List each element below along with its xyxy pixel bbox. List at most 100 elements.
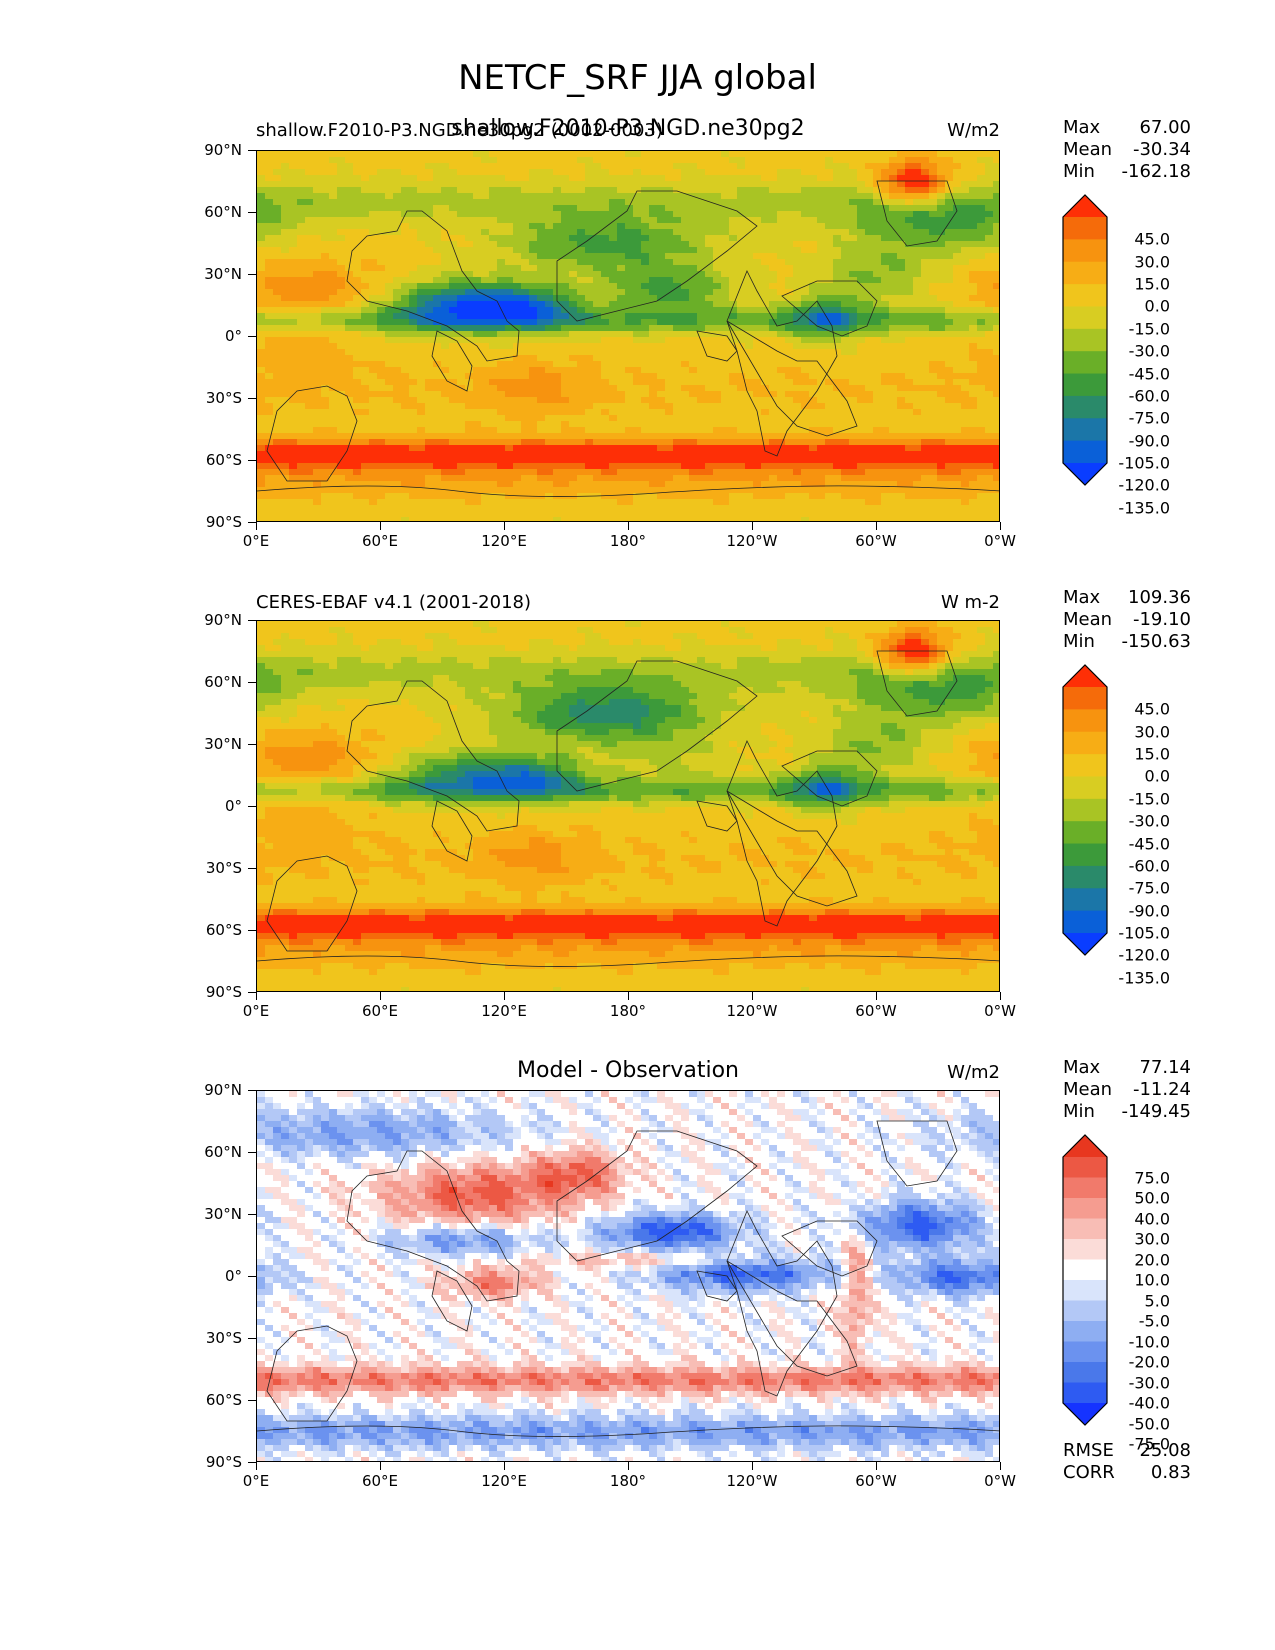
field-cell [257, 1283, 266, 1290]
field-cell [921, 271, 954, 278]
field-cell [521, 265, 538, 272]
field-cell [257, 921, 999, 928]
field-cell [353, 963, 386, 970]
field-cell [673, 1241, 682, 1248]
field-cell [473, 663, 490, 670]
field-cell [257, 1253, 266, 1260]
field-cell [801, 807, 842, 814]
field-cell [697, 867, 722, 874]
field-cell [569, 1145, 586, 1152]
field-cell [897, 397, 906, 404]
field-cell [481, 1235, 490, 1242]
field-cell [697, 1319, 706, 1326]
field-cell [873, 199, 882, 206]
field-cell [697, 1097, 706, 1104]
field-cell [777, 639, 802, 646]
field-cell [857, 295, 882, 302]
field-cell [449, 205, 554, 212]
field-cell [761, 1223, 778, 1230]
field-cell [945, 663, 994, 670]
field-cell [657, 1157, 666, 1164]
field-cell [393, 1103, 410, 1110]
field-cell [753, 493, 786, 500]
field-cell [905, 337, 999, 344]
field-cell [521, 1241, 530, 1248]
field-cell [625, 253, 650, 260]
field-cell [321, 969, 370, 976]
field-cell [377, 1283, 386, 1290]
field-cell [441, 1205, 450, 1212]
y-tick-label: 60°N [204, 673, 242, 691]
field-cell [753, 337, 786, 344]
field-cell [649, 1211, 666, 1218]
field-cell [481, 1289, 490, 1296]
field-cell [817, 1253, 826, 1260]
field-cell [881, 849, 914, 856]
field-cell [329, 295, 354, 302]
field-cell [281, 1271, 290, 1278]
field-cell [425, 1115, 434, 1122]
colorbar-tick-label: -90.0 [1128, 901, 1170, 921]
panel-units: W/m2 [947, 1062, 1000, 1083]
field-cell [369, 1217, 378, 1224]
field-cell [649, 259, 674, 266]
field-cell [433, 1175, 450, 1182]
field-cell [969, 1127, 978, 1134]
field-cell [921, 439, 946, 446]
field-cell [273, 1097, 306, 1104]
field-cell [641, 1313, 650, 1320]
field-cell [537, 1205, 546, 1212]
field-cell [737, 897, 810, 904]
field-cell [881, 1109, 898, 1116]
field-cell [497, 1343, 506, 1350]
field-cell [481, 229, 490, 236]
field-cell [977, 325, 994, 332]
field-cell [505, 1121, 514, 1128]
field-cell [969, 1343, 978, 1350]
field-cell [729, 283, 770, 290]
field-cell [617, 1103, 626, 1110]
field-cell [921, 259, 970, 266]
field-cell [753, 861, 778, 868]
field-cell [737, 163, 746, 170]
field-cell [353, 1343, 362, 1350]
field-cell [905, 373, 938, 380]
field-cell [937, 1271, 954, 1278]
field-cell [257, 1151, 266, 1158]
field-cell [561, 1187, 570, 1194]
field-cell [609, 1187, 618, 1194]
field-cell [865, 1199, 874, 1206]
field-cell [521, 891, 538, 898]
field-cell [497, 951, 514, 958]
field-cell [777, 777, 794, 784]
field-cell [625, 1271, 642, 1278]
field-cell [449, 1253, 466, 1260]
field-cell [361, 469, 442, 476]
field-cell [401, 229, 418, 236]
field-cell [985, 1331, 994, 1338]
field-cell [673, 915, 810, 922]
field-cell [729, 1349, 738, 1356]
field-cell [985, 705, 999, 712]
field-cell [873, 1187, 882, 1194]
field-cell [489, 1283, 514, 1290]
field-cell [897, 1295, 914, 1302]
field-cell [345, 301, 362, 308]
field-cell [473, 1277, 506, 1284]
field-cell [833, 741, 850, 748]
field-cell [601, 669, 634, 676]
field-cell [609, 301, 714, 308]
field-cell [473, 1199, 490, 1206]
field-cell [929, 645, 938, 652]
field-cell [665, 1091, 690, 1098]
field-cell [377, 373, 410, 380]
field-cell [585, 633, 602, 640]
field-cell [769, 187, 802, 194]
field-cell [513, 1211, 522, 1218]
field-cell [281, 1151, 290, 1158]
field-cell [761, 723, 778, 730]
field-cell [257, 289, 274, 296]
field-cell [641, 1337, 650, 1344]
field-cell [313, 969, 322, 976]
field-cell [873, 1343, 898, 1350]
